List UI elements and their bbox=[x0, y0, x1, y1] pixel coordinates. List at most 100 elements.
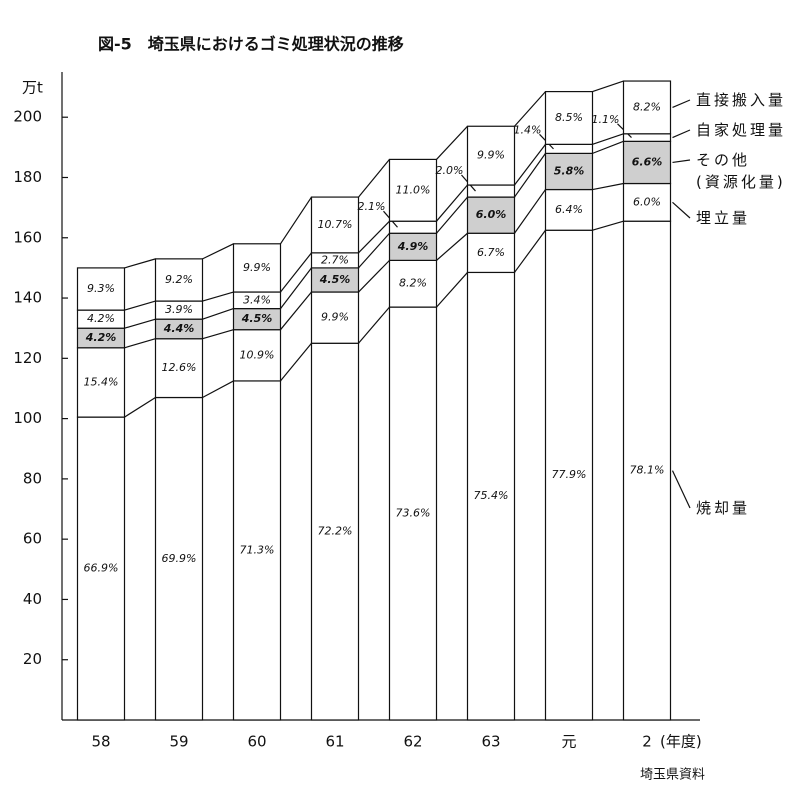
x-unit: (年度) bbox=[660, 733, 702, 751]
legend-leader bbox=[672, 129, 691, 139]
chart-title: 図-5 埼玉県におけるゴミ処理状況の推移 bbox=[98, 35, 404, 54]
connector bbox=[280, 342, 312, 382]
share-label: 4.2% bbox=[85, 331, 117, 344]
bar-segment bbox=[544, 90, 594, 145]
share-label: 6.6% bbox=[632, 155, 663, 168]
share-label: 15.4% bbox=[84, 375, 119, 388]
connector bbox=[358, 259, 390, 293]
bar-segment bbox=[466, 232, 516, 274]
share-label: 6.4% bbox=[555, 203, 583, 216]
share-label: 72.2% bbox=[318, 525, 353, 538]
share-label: 10.9% bbox=[240, 348, 275, 361]
bar-segment bbox=[232, 243, 282, 293]
y-tick-label: 180 bbox=[13, 168, 42, 186]
y-tick-label: 200 bbox=[13, 108, 42, 126]
source: 埼玉県資料 bbox=[640, 768, 705, 783]
share-label: 9.9% bbox=[477, 149, 505, 162]
share-label: 4.4% bbox=[163, 322, 195, 335]
share-label: 11.0% bbox=[396, 183, 431, 196]
share-label: 9.9% bbox=[243, 261, 271, 274]
share-label: 71.3% bbox=[240, 543, 275, 556]
legend-label: 埋立量 bbox=[696, 209, 751, 227]
connector bbox=[202, 329, 234, 340]
share-label: 78.1% bbox=[630, 464, 665, 477]
bar-segment bbox=[466, 184, 516, 198]
connector bbox=[124, 300, 156, 311]
x-tick-label: 62 bbox=[403, 733, 422, 751]
y-tick-label: 140 bbox=[13, 289, 42, 307]
share-label: 4.5% bbox=[241, 312, 273, 325]
connector bbox=[592, 182, 624, 191]
x-tick-label: 59 bbox=[169, 733, 188, 751]
x-tick-label: 61 bbox=[325, 733, 344, 751]
connector bbox=[358, 220, 390, 254]
bar-segment bbox=[76, 267, 126, 311]
connector bbox=[124, 396, 156, 418]
bar-segment bbox=[544, 188, 594, 231]
share-label: 12.6% bbox=[162, 361, 197, 374]
share-label: 6.7% bbox=[477, 246, 505, 259]
connector bbox=[358, 159, 390, 198]
share-label: 66.9% bbox=[84, 562, 119, 575]
share-label: 3.4% bbox=[243, 293, 271, 306]
bar-segment bbox=[544, 143, 594, 154]
x-tick-label: 63 bbox=[481, 733, 500, 751]
bar-segment bbox=[154, 396, 204, 721]
share-label: 77.9% bbox=[552, 468, 587, 481]
bar-segment bbox=[466, 125, 516, 186]
share-label: 9.2% bbox=[165, 273, 193, 286]
connector bbox=[202, 308, 234, 320]
y-unit: 万t bbox=[22, 79, 43, 97]
bar-segment bbox=[622, 133, 672, 142]
connector bbox=[436, 232, 468, 261]
connector bbox=[436, 184, 468, 222]
legend-leader bbox=[672, 201, 691, 219]
connector bbox=[124, 318, 156, 329]
share-label: 8.2% bbox=[399, 277, 427, 290]
legend-leader bbox=[672, 159, 691, 164]
share-label: 3.9% bbox=[165, 303, 193, 316]
y-tick-label: 120 bbox=[13, 349, 42, 367]
y-tick-label: 60 bbox=[23, 530, 42, 548]
bar-segment bbox=[466, 271, 516, 721]
legend-leader bbox=[671, 470, 691, 509]
legend-label: 直接搬入量 bbox=[696, 91, 787, 109]
share-label: 8.5% bbox=[555, 111, 583, 124]
share-label: 2.7% bbox=[321, 253, 349, 266]
bar-segment bbox=[388, 259, 438, 308]
share-label: 75.4% bbox=[474, 489, 509, 502]
share-label: 2.0% bbox=[436, 164, 464, 177]
bar-segment bbox=[622, 140, 672, 185]
share-label: 4.9% bbox=[397, 240, 429, 253]
connector bbox=[592, 133, 624, 145]
bar-segment bbox=[466, 196, 516, 234]
connector bbox=[280, 267, 312, 309]
connector bbox=[592, 140, 624, 154]
connector bbox=[202, 380, 234, 399]
connector bbox=[514, 153, 546, 198]
share-label: 6.0% bbox=[633, 195, 661, 208]
share-label: 5.8% bbox=[554, 164, 585, 177]
connector bbox=[436, 125, 468, 160]
share-label: 1.1% bbox=[592, 113, 620, 126]
share-label: 9.3% bbox=[87, 282, 115, 295]
connector bbox=[514, 189, 546, 234]
share-label: 10.7% bbox=[318, 218, 353, 231]
bar-segment bbox=[310, 267, 360, 293]
share-label: 69.9% bbox=[162, 552, 197, 565]
connector bbox=[358, 232, 390, 269]
bar-segment bbox=[622, 80, 672, 135]
connector bbox=[436, 196, 468, 234]
connector bbox=[280, 196, 312, 245]
connector bbox=[514, 229, 546, 273]
bar-segment bbox=[388, 232, 438, 261]
share-label: 9.9% bbox=[321, 311, 349, 324]
y-tick-label: 100 bbox=[13, 409, 42, 427]
connector bbox=[514, 143, 546, 186]
connector bbox=[124, 338, 156, 349]
bar-segment bbox=[310, 196, 360, 254]
connector bbox=[202, 243, 234, 260]
legend-label: 自家処理量 bbox=[696, 121, 787, 139]
legend-leader bbox=[672, 99, 691, 108]
